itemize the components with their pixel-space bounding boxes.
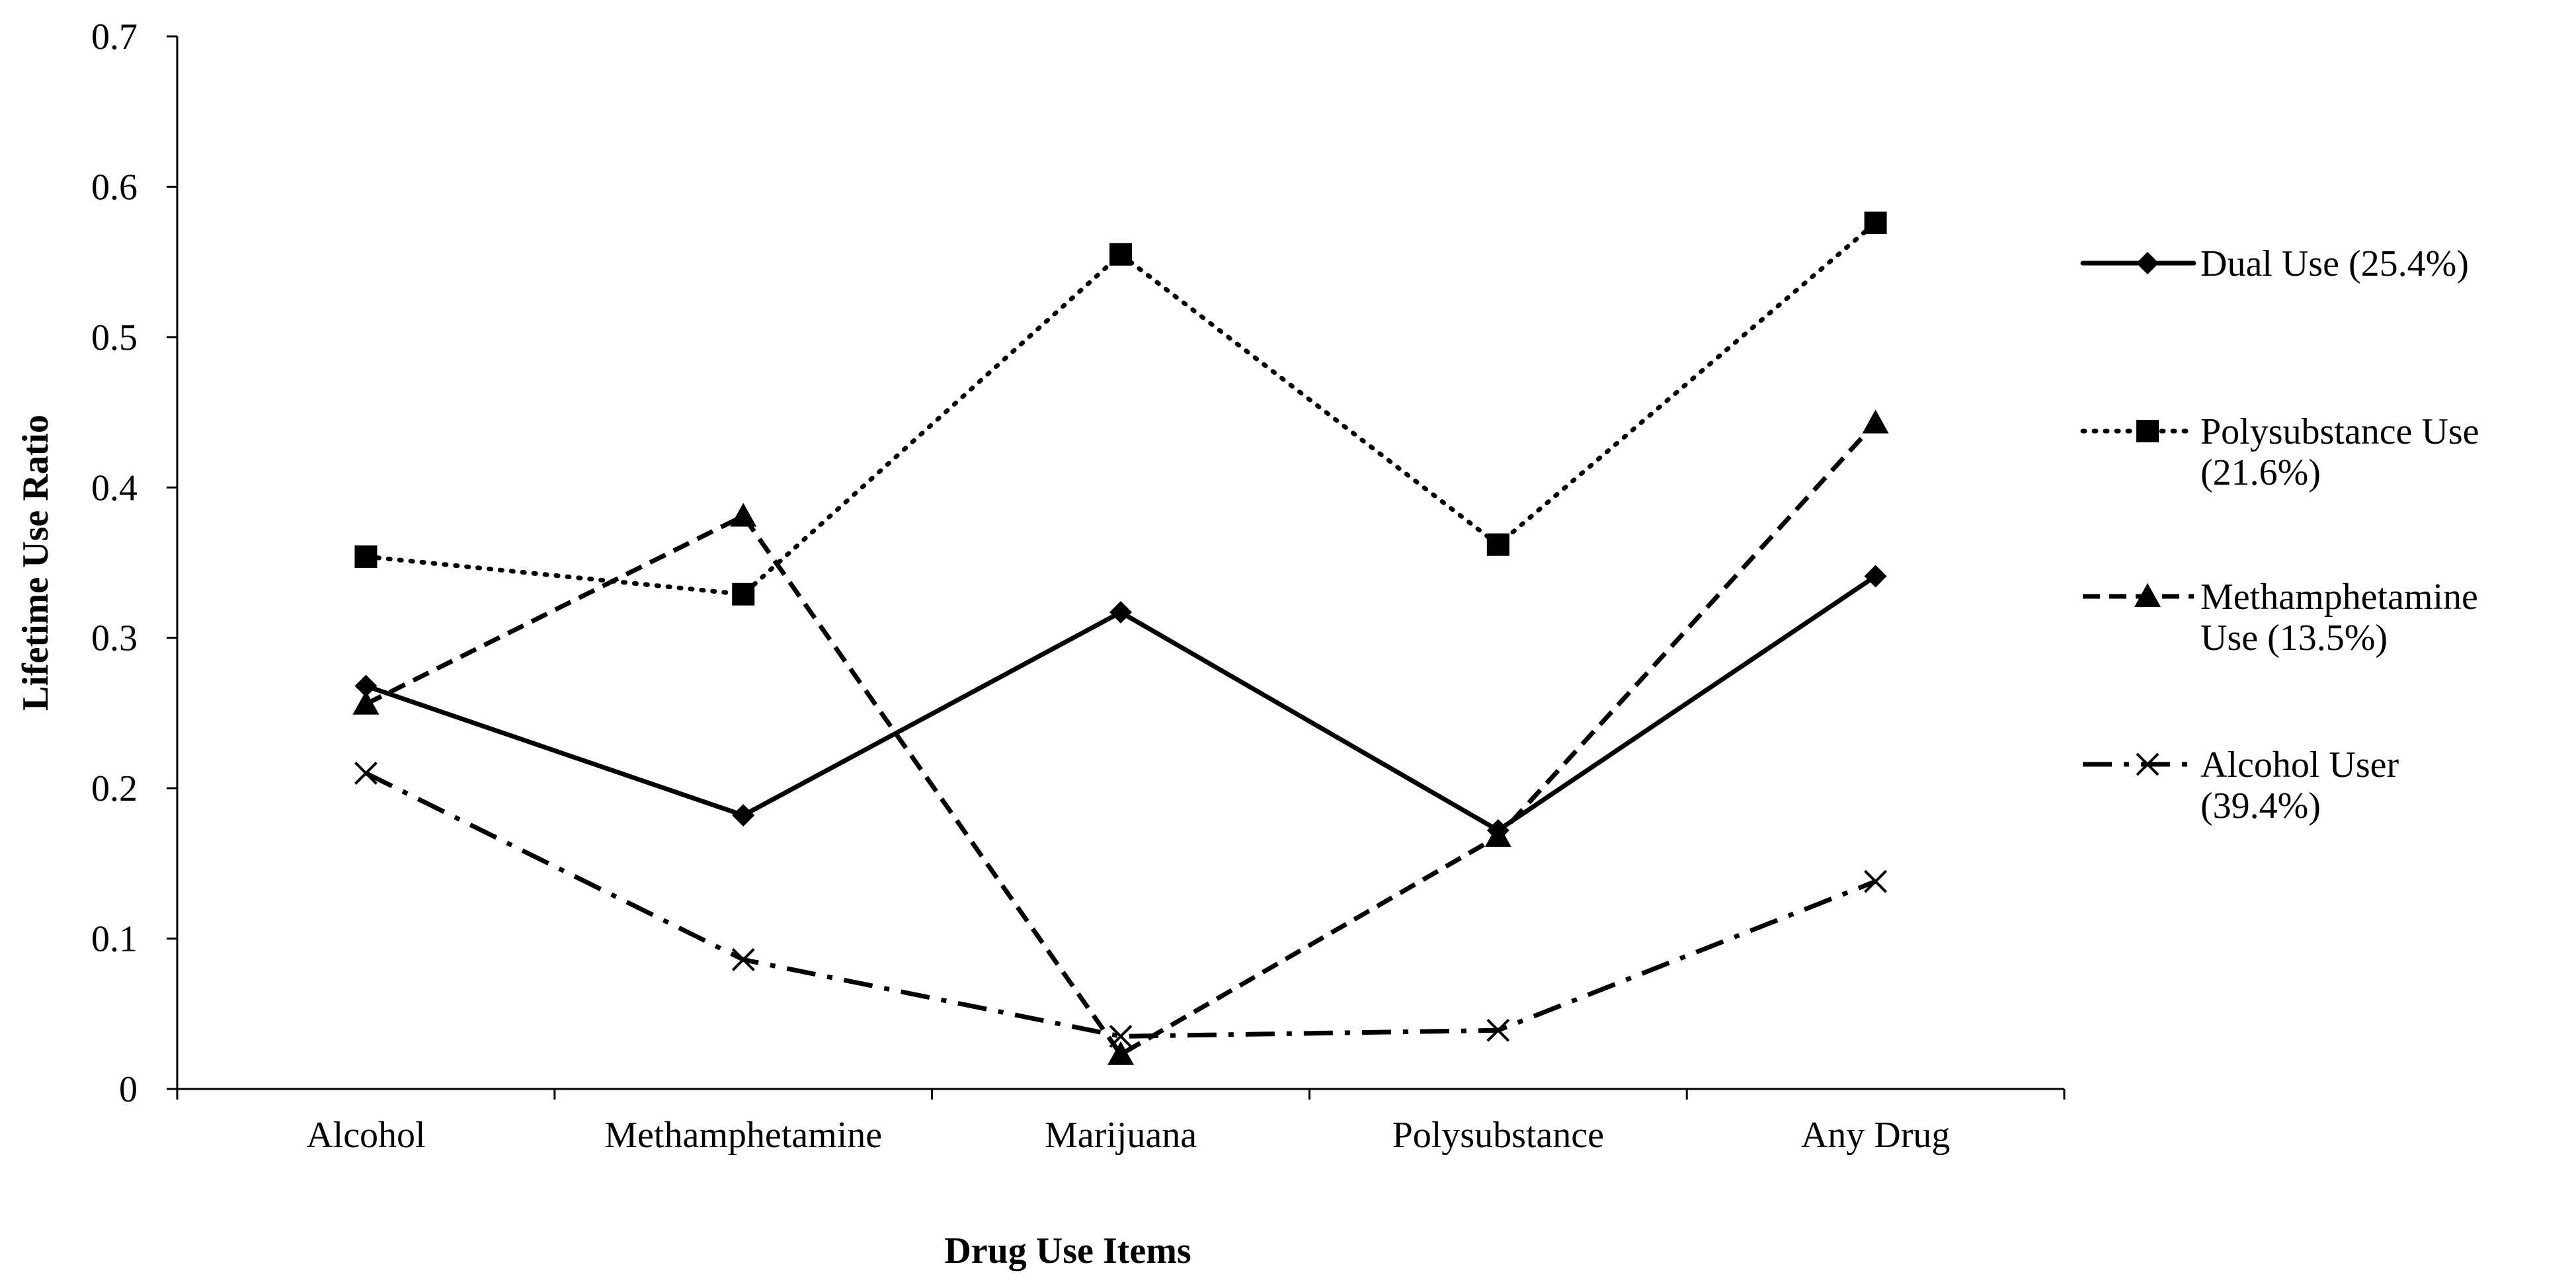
legend-label: Dual Use (25.4%)	[2200, 243, 2469, 284]
legend-item-2: Polysubstance Use(21.6%)	[2080, 411, 2479, 493]
data-point	[1486, 1018, 1510, 1042]
legend-item-1: Dual Use (25.4%)	[2080, 243, 2469, 284]
y-tick-label: 0.5	[91, 317, 138, 358]
legend-marker	[2136, 420, 2159, 442]
data-point	[1107, 1041, 1134, 1065]
data-point	[1864, 565, 1887, 588]
x-tick-label: Marijuana	[1045, 1115, 1197, 1156]
data-point	[1864, 869, 1888, 893]
series-2	[354, 212, 1887, 606]
legend-marker	[2134, 583, 2161, 607]
x-tick-label: Polysubstance	[1392, 1115, 1604, 1156]
y-axis-title: Lifetime Use Ratio	[15, 415, 56, 711]
data-point	[731, 947, 755, 971]
legend-label: Use (13.5%)	[2200, 618, 2388, 659]
series-line	[364, 771, 1876, 1039]
data-point	[1109, 601, 1132, 624]
data-point	[354, 545, 378, 568]
data-point	[732, 582, 755, 606]
y-tick-label: 0.3	[91, 618, 138, 659]
data-point	[1486, 533, 1509, 556]
legend-label: (21.6%)	[2200, 452, 2321, 493]
data-point	[1109, 1024, 1133, 1048]
data-point	[1109, 243, 1132, 266]
y-tick-label: 0.2	[91, 768, 138, 809]
data-point	[352, 690, 380, 715]
series-1	[354, 565, 1887, 842]
y-tick-label: 0.1	[91, 919, 138, 960]
x-axis-title: Drug Use Items	[944, 1230, 1191, 1271]
series-layer	[352, 212, 1889, 1065]
data-point	[354, 761, 378, 785]
data-point	[732, 804, 755, 827]
y-axis-ticks: 0 0.1 0.2 0.3 0.4 0.5 0.6 0.7	[91, 17, 177, 1110]
axes	[176, 36, 2064, 1090]
legend-label: Polysubstance Use	[2200, 411, 2479, 452]
legend-label: (39.4%)	[2200, 785, 2321, 826]
x-tick-label: Methamphetamine	[604, 1115, 882, 1156]
y-tick-label: 0	[119, 1069, 138, 1110]
y-tick-label: 0.7	[91, 17, 138, 58]
data-point	[730, 502, 757, 527]
x-axis-ticks: Alcohol Methamphetamine Marijuana Polysubst…	[176, 1089, 2066, 1156]
data-point	[354, 674, 378, 698]
data-point	[1864, 212, 1887, 235]
series-4	[354, 761, 1888, 1048]
legend: Dual Use (25.4%) Polysubstance Use(21.6%)…	[2080, 243, 2479, 826]
series-3	[352, 409, 1889, 1065]
y-tick-label: 0.6	[91, 167, 138, 208]
legend-marker	[2136, 752, 2159, 776]
y-tick-label: 0.4	[91, 467, 138, 508]
legend-label: Alcohol User	[2200, 744, 2399, 785]
x-tick-label: Alcohol	[306, 1115, 425, 1156]
series-line	[363, 220, 1878, 597]
data-point	[1484, 823, 1511, 847]
legend-label: Methamphetamine	[2200, 577, 2478, 618]
data-point	[1862, 409, 1889, 434]
legend-marker	[2136, 252, 2159, 274]
legend-item-4: Alcohol User(39.4%)	[2083, 744, 2399, 826]
series-line	[364, 421, 1878, 1057]
x-tick-label: Any Drug	[1801, 1115, 1951, 1156]
